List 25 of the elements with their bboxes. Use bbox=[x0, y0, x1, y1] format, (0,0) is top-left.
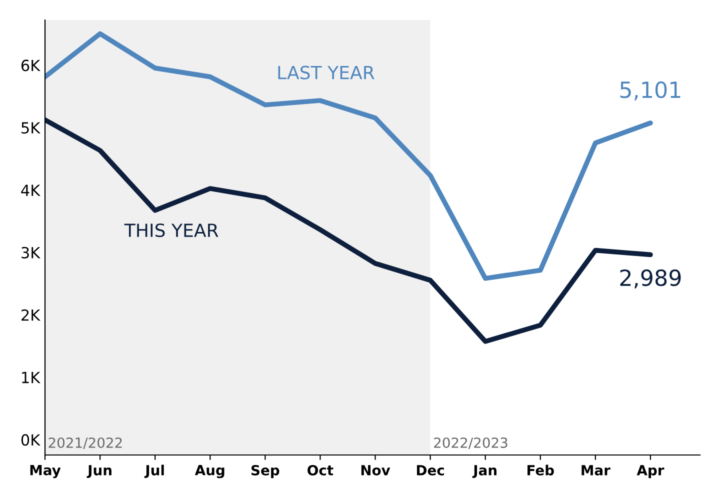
x-tick-label: Oct bbox=[308, 464, 334, 476]
y-tick-label: 4K bbox=[21, 184, 40, 196]
x-tick-label: Nov bbox=[361, 465, 390, 476]
x-tick-label: May bbox=[30, 465, 61, 478]
x-tick-label: Mar bbox=[582, 465, 610, 476]
series-label: LAST YEAR bbox=[278, 66, 374, 80]
x-tick-label: Feb bbox=[528, 464, 554, 476]
series-label: THIS YEAR bbox=[124, 223, 218, 238]
data-label: 5,101 bbox=[620, 81, 680, 100]
x-tick-label: Apr bbox=[636, 465, 664, 478]
x-tick-label: Jun bbox=[86, 465, 112, 478]
y-tick-label: 2K bbox=[22, 309, 40, 321]
x-tick-label: Aug bbox=[194, 465, 224, 478]
y-tick-label: 1K bbox=[22, 372, 40, 384]
y-tick-label: 5K bbox=[22, 122, 40, 134]
x-tick-label: Jan bbox=[472, 465, 496, 478]
x-tick-label: Sep bbox=[251, 464, 280, 478]
data-label: 2,989 bbox=[620, 269, 681, 288]
x-tick-label: Dec bbox=[416, 465, 444, 476]
y-tick-label: 6K bbox=[21, 60, 40, 72]
x-tick-label: Jul bbox=[144, 464, 164, 478]
annotation: 2022/2023 bbox=[434, 437, 508, 450]
band-label: 2021/2022 bbox=[48, 437, 122, 450]
y-tick-label: 3K bbox=[22, 246, 40, 258]
y-tick-label: 0K bbox=[21, 434, 40, 446]
